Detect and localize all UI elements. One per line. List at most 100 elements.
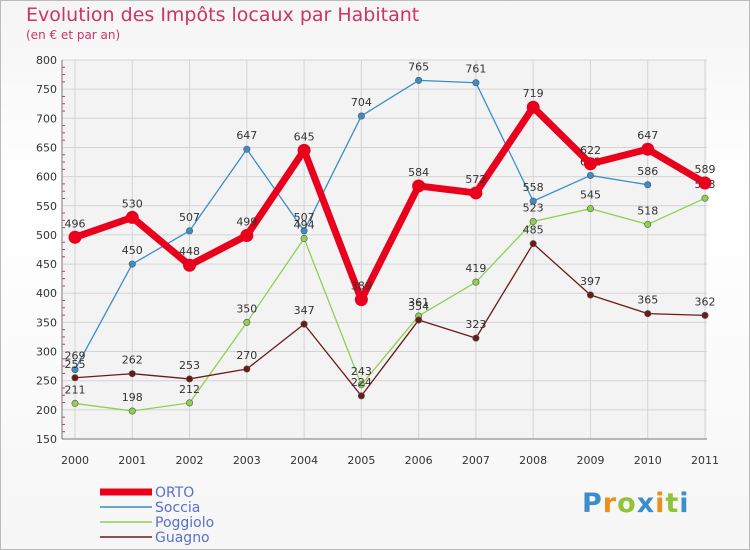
legend-label-poggiolo: Poggiolo (155, 515, 214, 531)
data-label-poggiolo: 518 (637, 204, 658, 217)
y-tick-label: 800 (36, 54, 57, 67)
data-label-orto: 389 (351, 280, 372, 293)
series-line-orto (71, 103, 709, 304)
x-tick-label: 2011 (691, 454, 719, 467)
data-point-soccia (472, 79, 480, 87)
data-label-poggiolo: 211 (65, 383, 86, 396)
data-label-soccia: 450 (122, 244, 143, 257)
data-label-soccia: 558 (523, 181, 544, 194)
logo-letter: P (582, 488, 603, 519)
data-label-orto: 572 (465, 173, 486, 186)
data-point-guagno (128, 370, 136, 378)
data-label-poggiolo: 419 (465, 262, 486, 275)
data-point-orto (354, 293, 368, 307)
data-point-soccia (71, 366, 79, 374)
data-point-orto (526, 100, 540, 114)
y-tick-label: 200 (36, 404, 57, 417)
data-label-orto: 719 (523, 87, 544, 100)
data-point-guagno (644, 310, 652, 318)
x-tick-label: 2008 (519, 454, 547, 467)
logo-letter: t (665, 488, 680, 519)
y-tick-label: 400 (36, 287, 57, 300)
data-point-orto (240, 229, 254, 243)
x-tick-label: 2001 (118, 454, 146, 467)
data-label-poggiolo: 494 (294, 218, 315, 231)
data-label-soccia: 507 (294, 211, 315, 224)
logo-letter: o (617, 488, 637, 519)
data-point-soccia (529, 197, 537, 205)
data-point-orto (297, 143, 311, 157)
data-label-soccia: 647 (236, 129, 257, 142)
data-point-guagno (243, 365, 251, 373)
data-label-guagno: 397 (580, 275, 601, 288)
data-point-poggiolo (186, 399, 194, 407)
data-label-guagno: 253 (179, 359, 200, 372)
data-label-orto: 496 (65, 217, 86, 230)
data-point-soccia (186, 227, 194, 235)
data-point-soccia (586, 171, 594, 179)
data-label-poggiolo: 243 (351, 365, 372, 378)
y-tick-label: 150 (36, 433, 57, 446)
data-point-guagno (300, 320, 308, 328)
data-point-orto (583, 157, 597, 171)
data-point-guagno (186, 375, 194, 383)
data-label-guagno: 347 (294, 304, 315, 317)
data-label-soccia: 761 (465, 63, 486, 76)
y-tick-label: 500 (36, 229, 57, 242)
x-tick-label: 2000 (61, 454, 89, 467)
data-label-soccia: 704 (351, 96, 372, 109)
data-point-guagno (415, 316, 423, 324)
data-label-orto: 647 (637, 129, 658, 142)
data-point-orto (125, 210, 139, 224)
data-point-orto (68, 230, 82, 244)
logo-letter: i (679, 488, 690, 519)
legend-label-guagno: Guagno (155, 530, 210, 546)
data-label-guagno: 270 (236, 349, 257, 362)
data-label-poggiolo: 545 (580, 189, 601, 202)
series-line-guagno (74, 243, 706, 397)
data-label-orto: 589 (695, 163, 716, 176)
y-tick-label: 750 (36, 83, 57, 96)
data-label-orto: 448 (179, 245, 200, 258)
data-label-poggiolo: 523 (523, 202, 544, 215)
data-point-guagno (529, 240, 537, 248)
data-label-guagno: 365 (637, 294, 658, 307)
y-tick-label: 300 (36, 346, 57, 359)
x-tick-label: 2009 (576, 454, 604, 467)
data-point-orto (469, 186, 483, 200)
data-label-poggiolo: 350 (236, 302, 257, 315)
data-label-poggiolo: 361 (408, 296, 429, 309)
data-label-guagno: 362 (695, 295, 716, 308)
chart-subtitle: (en € et par an) (26, 28, 121, 42)
data-point-guagno (701, 311, 709, 319)
logo-letter: x (636, 488, 656, 519)
data-point-poggiolo (71, 399, 79, 407)
x-tick-label: 2007 (462, 454, 490, 467)
data-label-guagno: 323 (465, 318, 486, 331)
y-tick-label: 600 (36, 171, 57, 184)
y-tick-label: 250 (36, 375, 57, 388)
data-label-soccia: 765 (408, 60, 429, 73)
data-label-soccia: 507 (179, 211, 200, 224)
data-label-guagno: 354 (408, 300, 429, 313)
data-label-guagno: 262 (122, 354, 143, 367)
data-label-soccia: 586 (637, 165, 658, 178)
data-point-poggiolo (128, 407, 136, 415)
data-label-soccia: 269 (65, 350, 86, 363)
data-label-orto: 584 (408, 166, 429, 179)
data-point-soccia (243, 145, 251, 153)
data-point-soccia (357, 112, 365, 120)
data-label-orto: 645 (294, 130, 315, 143)
x-tick-label: 2003 (233, 454, 261, 467)
data-point-soccia (128, 260, 136, 268)
data-point-poggiolo (529, 218, 537, 226)
data-point-poggiolo (644, 220, 652, 228)
proxiti-logo: Proxiti (582, 488, 690, 519)
legend-label-orto: ORTO (155, 485, 194, 501)
data-label-guagno: 224 (351, 376, 372, 389)
data-point-poggiolo (701, 194, 709, 202)
data-label-orto: 530 (122, 197, 143, 210)
legend-label-soccia: Soccia (155, 500, 200, 516)
logo-letter: i (655, 488, 666, 519)
logo-letter: r (602, 488, 618, 519)
